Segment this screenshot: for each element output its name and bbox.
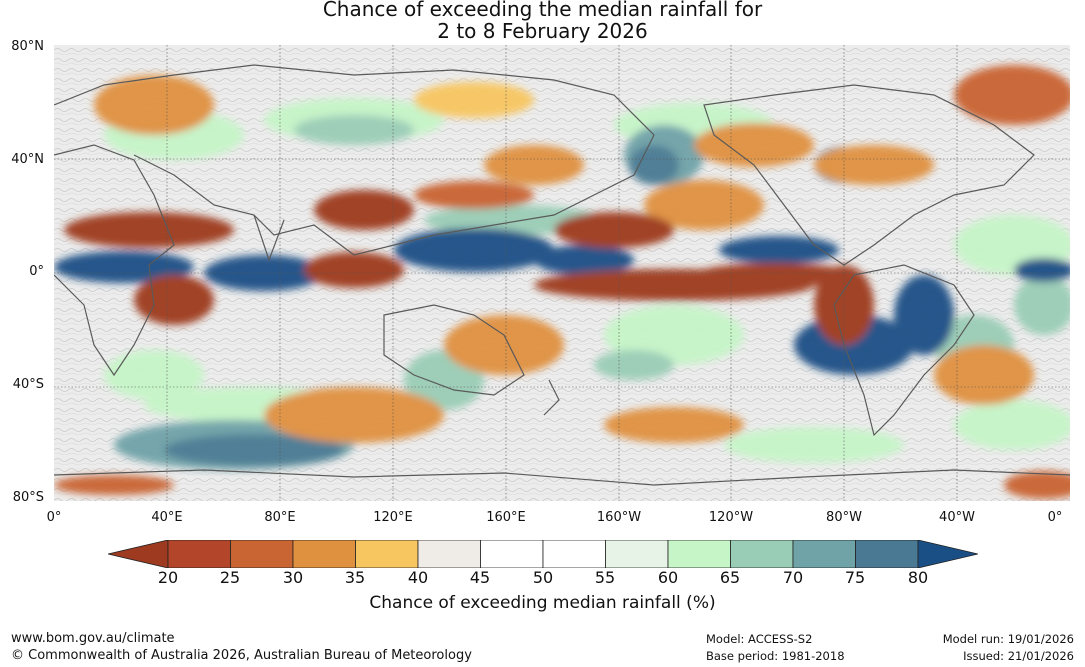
colorbar-bin [605, 540, 669, 568]
lat-label-80n: 80°N [11, 39, 44, 54]
lon-label-80e: 80°E [264, 510, 296, 525]
footer-url[interactable]: www.bom.gov.au/climate [11, 631, 175, 646]
footer-issued: Issued: 21/01/2026 [963, 649, 1074, 663]
colorbar-label: Chance of exceeding median rainfall (%) [369, 593, 716, 613]
colorbar-tick-35: 35 [344, 568, 366, 587]
graticule [54, 45, 1070, 501]
colorbar-tick-60: 60 [657, 568, 679, 587]
lat-label-40n: 40°N [11, 152, 44, 167]
footer-copyright: © Commonwealth of Australia 2026, Austra… [11, 648, 472, 663]
colorbar [108, 540, 978, 568]
colorbar-bin [542, 540, 606, 568]
colorbar-bin [230, 540, 294, 568]
colorbar-tick-65: 65 [719, 568, 741, 587]
lat-label-40s: 40°S [12, 377, 44, 392]
colorbar-bin [480, 540, 544, 568]
lon-label-160e: 160°E [486, 510, 526, 525]
rainfall-field [54, 65, 1070, 499]
colorbar-tick-45: 45 [469, 568, 491, 587]
colorbar-extend-high [917, 540, 978, 568]
lon-label-80w: 80°W [826, 510, 862, 525]
colorbar-tick-75: 75 [844, 568, 866, 587]
colorbar-bin [667, 540, 731, 568]
colorbar-extend-low [108, 540, 169, 568]
colorbar-tick-70: 70 [782, 568, 804, 587]
footer-model: Model: ACCESS-S2 [706, 632, 813, 646]
rainfall-map [54, 45, 1070, 501]
lon-label-40w: 40°W [939, 510, 975, 525]
lon-label-120e: 120°E [373, 510, 413, 525]
lon-label-120w: 120°W [708, 510, 754, 525]
lat-label-0: 0° [29, 264, 44, 279]
colorbar-tick-80: 80 [907, 568, 929, 587]
colorbar-bin [855, 540, 919, 568]
colorbar-tick-50: 50 [532, 568, 554, 587]
lon-label-0-right: 0° [1047, 510, 1063, 525]
footer-base-period: Base period: 1981-2018 [706, 649, 845, 663]
lat-label-80s: 80°S [12, 490, 44, 505]
map-title-line2: 2 to 8 February 2026 [437, 19, 648, 43]
colorbar-tick-55: 55 [594, 568, 616, 587]
lon-label-0-left: 0° [46, 510, 62, 525]
footer-model-run: Model run: 19/01/2026 [942, 632, 1074, 646]
colorbar-bin [730, 540, 794, 568]
colorbar-tick-40: 40 [407, 568, 429, 587]
colorbar-tick-25: 25 [219, 568, 241, 587]
colorbar-bin [417, 540, 481, 568]
colorbar-tick-20: 20 [157, 568, 179, 587]
lon-label-160w: 160°W [596, 510, 642, 525]
colorbar-tick-30: 30 [282, 568, 304, 587]
colorbar-bin [292, 540, 356, 568]
coastlines [54, 64, 1070, 486]
map-title-line1: Chance of exceeding the median rainfall … [322, 0, 763, 21]
colorbar-bin [792, 540, 856, 568]
colorbar-bin [355, 540, 419, 568]
lon-label-40e: 40°E [151, 510, 183, 525]
colorbar-bin [167, 540, 231, 568]
